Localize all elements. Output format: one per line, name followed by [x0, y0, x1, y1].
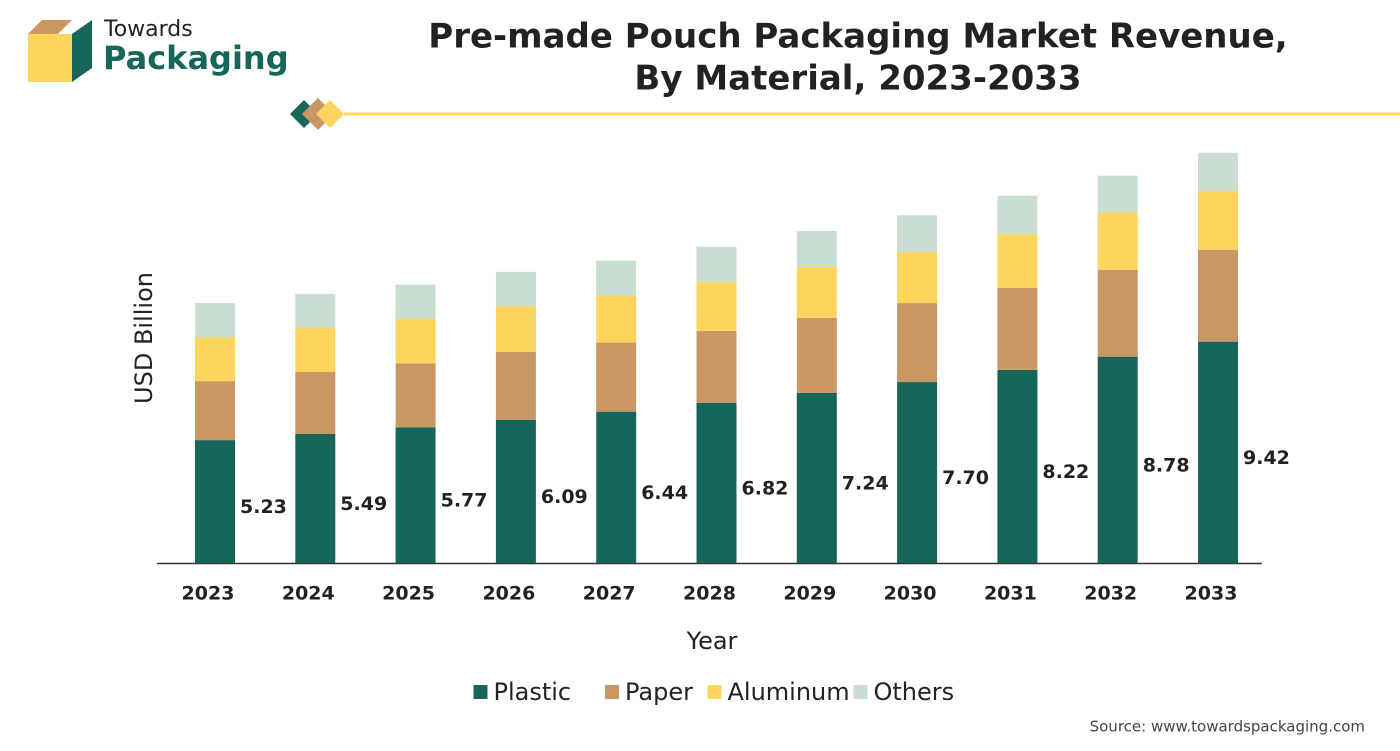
bar-segment: [596, 342, 637, 412]
x-tick-label: 2023: [182, 583, 235, 605]
bar-segment: [796, 317, 837, 393]
legend-label: Aluminum: [728, 678, 850, 706]
data-label: 9.42: [1243, 447, 1290, 469]
bar-segment: [295, 371, 336, 434]
bar-segment: [195, 440, 235, 563]
data-label: 5.49: [340, 493, 387, 515]
bar-segment: [1198, 190, 1238, 250]
bar-segment: [897, 382, 938, 563]
bar-segment: [495, 419, 536, 563]
x-tick-label: 2026: [482, 583, 535, 605]
x-tick-label: 2024: [282, 583, 335, 605]
bar-segment: [696, 281, 737, 331]
data-label: 8.22: [1042, 461, 1089, 483]
bar-segment: [897, 303, 938, 383]
bar-segment: [1198, 152, 1238, 191]
data-label: 5.23: [240, 496, 287, 518]
data-label: 7.70: [942, 467, 989, 489]
bar-segment: [1097, 356, 1138, 563]
legend-label: Plastic: [494, 678, 572, 706]
brand-line1: Towards: [103, 17, 193, 42]
chart-subtitle: By Material, 2023-2033: [634, 59, 1081, 99]
bar-segment: [1097, 175, 1138, 213]
bar-segment: [897, 215, 938, 253]
legend-swatch: [853, 685, 868, 699]
bar-segment: [696, 402, 737, 563]
bar-segment: [1198, 341, 1238, 563]
bar-segment: [596, 260, 637, 296]
bar-segment: [395, 284, 436, 319]
data-label: 6.09: [541, 486, 588, 508]
bar-segment: [796, 392, 837, 563]
bar-segment: [295, 433, 336, 563]
data-label: 8.78: [1143, 454, 1190, 476]
bar-segment: [696, 246, 737, 282]
bar-segment: [897, 252, 938, 304]
legend-label: Paper: [625, 678, 693, 706]
x-tick-label: 2025: [382, 583, 435, 605]
bar-segment: [997, 195, 1038, 234]
logo-icon: [28, 20, 92, 82]
bar-segment: [195, 381, 235, 441]
bar-segment: [1198, 249, 1238, 342]
x-tick-label: 2031: [984, 583, 1037, 605]
bar-segment: [796, 266, 837, 318]
data-label: 7.24: [842, 472, 889, 494]
legend-swatch: [707, 685, 722, 699]
bar-segment: [495, 305, 536, 352]
bar-segment: [295, 293, 336, 328]
bar-segment: [696, 330, 737, 403]
data-label: 5.77: [441, 490, 488, 512]
y-axis-label: USD Billion: [130, 272, 158, 404]
legend-swatch: [473, 685, 488, 699]
bar-segment: [195, 337, 235, 382]
chart-title: Pre-made Pouch Packaging Market Revenue,: [428, 17, 1287, 57]
x-tick-label: 2027: [583, 583, 636, 605]
legend-label: Others: [874, 678, 955, 706]
bar-segment: [1097, 212, 1138, 270]
bar-segment: [796, 230, 837, 267]
bar-segment: [997, 369, 1038, 563]
bar-segment: [997, 233, 1038, 288]
bar-segment: [395, 363, 436, 428]
brand-line2: Packaging: [103, 39, 289, 77]
x-tick-label: 2028: [683, 583, 736, 605]
bar-segment: [1097, 269, 1138, 357]
x-tick-label: 2029: [783, 583, 836, 605]
bar-segment: [596, 411, 637, 563]
data-label: 6.82: [742, 477, 789, 499]
source: Source: www.towardspackaging.com: [1090, 718, 1365, 736]
x-tick-label: 2030: [884, 583, 937, 605]
bar-segment: [495, 351, 536, 420]
data-label: 6.44: [641, 482, 688, 504]
divider: [290, 98, 1400, 130]
bar-segment: [295, 328, 336, 372]
bar-segment: [596, 295, 637, 343]
x-tick-label: 2033: [1185, 583, 1238, 605]
bar-segment: [395, 318, 436, 364]
bar-segment: [997, 287, 1038, 370]
bar-segment: [495, 271, 536, 306]
bar-segment: [395, 427, 436, 563]
legend-swatch: [605, 685, 619, 699]
x-axis-label: Year: [686, 627, 738, 655]
bar-segment: [195, 303, 235, 338]
x-tick-label: 2032: [1084, 583, 1137, 605]
